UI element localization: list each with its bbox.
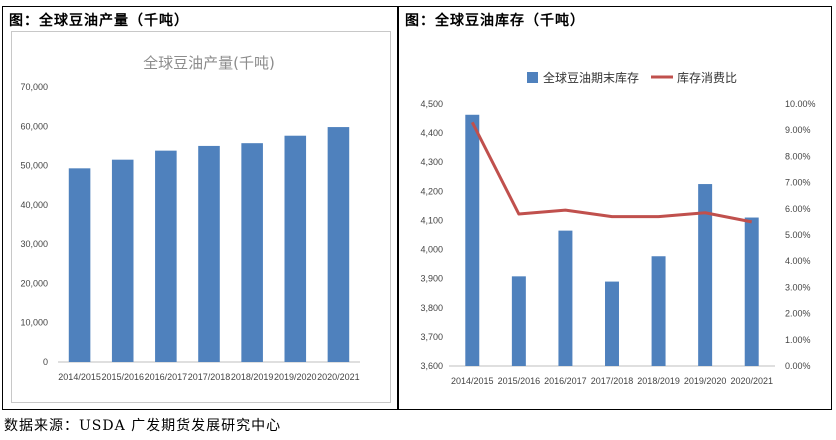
- x-tick-label: 2020/2021: [730, 376, 773, 386]
- inventory-bar: [744, 217, 759, 366]
- right-panel-title: 图：全球豆油库存（千吨）: [405, 13, 585, 29]
- inventory-bar: [511, 276, 526, 366]
- x-tick-label: 2018/2019: [231, 372, 274, 382]
- inventory-bar: [651, 256, 666, 366]
- production-chart: 全球豆油产量(千吨) 0 10,000 20,000 30,000 40,000 50,00…: [20, 54, 360, 382]
- legend-bar-swatch: [527, 72, 538, 83]
- y2-tick-label: 1.00%: [785, 335, 811, 345]
- y-tick-label: 10,000: [20, 318, 48, 328]
- inventory-chart-area: 全球豆油期末库存 库存消费比 3,600 3,700 3,800 3,900 4,000 4,…: [403, 31, 823, 403]
- y-tick-label: 4,100: [420, 215, 443, 225]
- y2-tick-label: 5.00%: [785, 230, 811, 240]
- x-tick-label: 2014/2015: [58, 372, 101, 382]
- production-bar: [198, 145, 220, 362]
- y-tick-label: 50,000: [20, 161, 48, 171]
- inventory-bar: [465, 114, 480, 366]
- inventory-bar: [605, 281, 619, 366]
- production-bar: [284, 135, 307, 362]
- x-tick-label: 2020/2021: [317, 372, 360, 382]
- y2-tick-label: 9.00%: [785, 125, 811, 135]
- x-tick-label: 2017/2018: [188, 372, 231, 382]
- inventory-bar: [698, 184, 713, 366]
- x-tick-label: 2014/2015: [451, 376, 494, 386]
- production-bar: [327, 127, 350, 362]
- production-bar: [111, 159, 134, 362]
- inventory-chart: 全球豆油期末库存 库存消费比 3,600 3,700 3,800 3,900 4,000 4,…: [420, 70, 816, 386]
- y-tick-label: 70,000: [20, 82, 48, 92]
- x-tick-label: 2019/2020: [274, 372, 317, 382]
- y2-tick-label: 0.00%: [785, 361, 811, 371]
- y2-tick-label: 2.00%: [785, 309, 811, 319]
- legend-line-label: 库存消费比: [677, 70, 737, 85]
- x-tick-label: 2019/2020: [684, 376, 727, 386]
- right-chart-panel: 图：全球豆油库存（千吨） 全球豆油期末库存 库存消费比 3,600 3,700 3,80…: [398, 6, 832, 410]
- y-tick-label: 4,200: [420, 186, 443, 196]
- left-chart-panel: 图：全球豆油产量（千吨） 全球豆油产量(千吨) 0 10,000 20,000 30,0…: [2, 6, 398, 410]
- production-chart-area: 全球豆油产量(千吨) 0 10,000 20,000 30,000 40,000 50,00…: [11, 31, 391, 403]
- y-tick-label: 60,000: [20, 121, 48, 131]
- left-panel-title: 图：全球豆油产量（千吨）: [9, 13, 189, 29]
- x-tick-label: 2016/2017: [145, 372, 188, 382]
- x-tick-label: 2016/2017: [544, 376, 587, 386]
- x-tick-label: 2015/2016: [101, 372, 144, 382]
- production-bar: [68, 168, 91, 362]
- y2-tick-label: 8.00%: [785, 151, 811, 161]
- production-chart-title: 全球豆油产量(千吨): [143, 54, 275, 72]
- production-bar: [241, 143, 263, 362]
- y-tick-label: 4,400: [420, 128, 443, 138]
- legend-bar-label: 全球豆油期末库存: [543, 70, 639, 85]
- data-source-note: 数据来源：USDA 广发期货发展研究中心: [4, 418, 282, 434]
- y2-tick-label: 6.00%: [785, 204, 811, 214]
- y2-tick-label: 7.00%: [785, 178, 811, 188]
- y2-tick-label: 10.00%: [785, 99, 816, 109]
- x-tick-label: 2017/2018: [591, 376, 634, 386]
- stock-to-use-ratio-line: [470, 121, 753, 224]
- y-tick-label: 3,900: [420, 274, 443, 284]
- y-tick-label: 3,600: [420, 361, 443, 371]
- production-bar: [155, 150, 177, 362]
- y-tick-label: 40,000: [20, 200, 48, 210]
- y-tick-label: 20,000: [20, 278, 48, 288]
- y-tick-label: 0: [43, 357, 48, 367]
- x-tick-label: 2015/2016: [498, 376, 541, 386]
- inventory-bar: [558, 230, 573, 366]
- y-tick-label: 4,300: [420, 157, 443, 167]
- y-tick-label: 4,500: [420, 99, 443, 109]
- y-tick-label: 30,000: [20, 239, 48, 249]
- y-tick-label: 4,000: [420, 245, 443, 255]
- x-tick-label: 2018/2019: [637, 376, 680, 386]
- y-tick-label: 3,700: [420, 332, 443, 342]
- y2-tick-label: 3.00%: [785, 282, 811, 292]
- y-tick-label: 3,800: [420, 303, 443, 313]
- y2-tick-label: 4.00%: [785, 256, 811, 266]
